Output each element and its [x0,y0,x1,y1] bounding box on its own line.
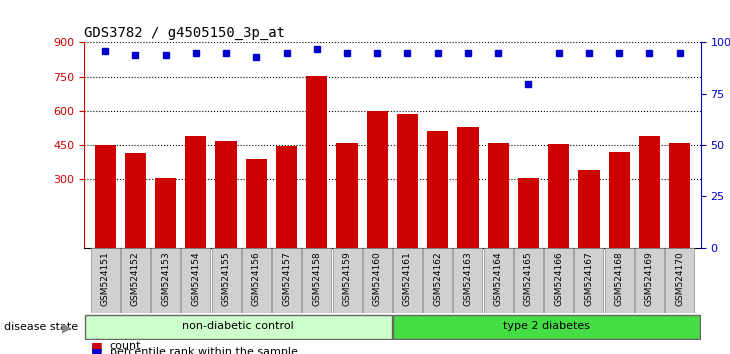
FancyBboxPatch shape [363,248,392,313]
Text: ■: ■ [91,346,103,354]
Text: GSM524162: GSM524162 [433,251,442,306]
Bar [488,143,509,248]
Bar [215,141,237,248]
Text: percentile rank within the sample: percentile rank within the sample [110,347,297,354]
Text: ▶: ▶ [62,321,72,334]
Text: GSM524155: GSM524155 [222,251,231,306]
Bar [397,114,418,248]
FancyBboxPatch shape [423,248,453,313]
FancyBboxPatch shape [121,248,150,313]
Text: GSM524166: GSM524166 [554,251,563,306]
FancyBboxPatch shape [181,248,210,313]
FancyBboxPatch shape [604,248,634,313]
Bar [337,143,358,248]
FancyBboxPatch shape [332,248,361,313]
FancyBboxPatch shape [212,248,241,313]
Bar [246,159,267,248]
FancyBboxPatch shape [453,248,483,313]
Text: GSM524156: GSM524156 [252,251,261,306]
Text: GSM524160: GSM524160 [373,251,382,306]
Text: GDS3782 / g4505150_3p_at: GDS3782 / g4505150_3p_at [84,26,285,40]
Text: GSM524168: GSM524168 [615,251,623,306]
FancyBboxPatch shape [91,248,120,313]
Text: GSM524169: GSM524169 [645,251,654,306]
FancyBboxPatch shape [242,248,271,313]
FancyBboxPatch shape [665,248,694,313]
Text: count: count [110,341,141,351]
Text: ■: ■ [91,340,103,353]
Bar [306,75,327,248]
Text: GSM524161: GSM524161 [403,251,412,306]
Bar [155,178,176,248]
Text: GSM524158: GSM524158 [312,251,321,306]
Bar [669,143,691,248]
FancyBboxPatch shape [393,248,422,313]
Text: non-diabetic control: non-diabetic control [182,321,294,331]
Text: GSM524163: GSM524163 [464,251,472,306]
Text: type 2 diabetes: type 2 diabetes [503,321,590,331]
Bar [125,153,146,248]
FancyBboxPatch shape [544,248,573,313]
Bar [276,146,297,248]
Bar [94,145,115,248]
FancyBboxPatch shape [393,315,700,338]
FancyBboxPatch shape [514,248,543,313]
FancyBboxPatch shape [575,248,604,313]
Bar [609,152,630,248]
Bar [185,136,207,248]
Bar [518,178,539,248]
Bar [366,111,388,248]
Bar [458,127,479,248]
FancyBboxPatch shape [85,315,392,338]
Bar [578,170,599,248]
FancyBboxPatch shape [484,248,512,313]
Text: GSM524165: GSM524165 [524,251,533,306]
Text: GSM524159: GSM524159 [342,251,352,306]
Text: GSM524152: GSM524152 [131,251,140,306]
Text: GSM524167: GSM524167 [585,251,593,306]
Text: GSM524153: GSM524153 [161,251,170,306]
Text: GSM524154: GSM524154 [191,251,200,306]
FancyBboxPatch shape [635,248,664,313]
FancyBboxPatch shape [272,248,301,313]
Text: GSM524157: GSM524157 [282,251,291,306]
Text: GSM524170: GSM524170 [675,251,684,306]
Text: GSM524151: GSM524151 [101,251,110,306]
Text: disease state: disease state [4,322,78,332]
FancyBboxPatch shape [302,248,331,313]
Bar [427,131,448,248]
Bar [639,136,660,248]
Text: GSM524164: GSM524164 [493,251,503,306]
Bar [548,144,569,248]
FancyBboxPatch shape [151,248,180,313]
